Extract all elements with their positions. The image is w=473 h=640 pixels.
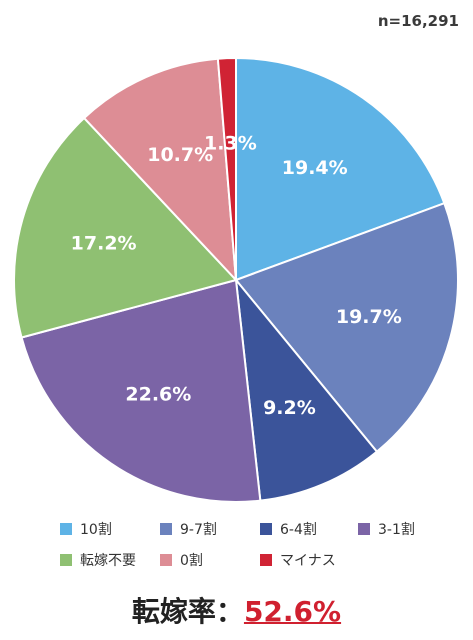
legend-swatch <box>60 523 72 535</box>
legend-label: 10割 <box>80 522 112 538</box>
legend-label: 6-4割 <box>280 522 317 538</box>
legend-row-1: 10割 9-7割 6-4割 3-1割 <box>60 518 460 540</box>
legend-swatch <box>160 523 172 535</box>
legend-label: 9-7割 <box>180 522 217 538</box>
legend-swatch <box>60 554 72 566</box>
legend-swatch <box>160 554 172 566</box>
data-label-6-4: 9.2% <box>263 397 316 419</box>
legend-item-10: 10割 <box>60 519 160 539</box>
legend-label: 転嫁不要 <box>80 553 136 569</box>
data-label-no-pass-through: 17.2% <box>71 232 137 254</box>
legend: 10割 9-7割 6-4割 3-1割 転嫁不要 0割 マイナス <box>60 518 460 580</box>
legend-item-3-1: 3-1割 <box>358 519 415 539</box>
legend-swatch <box>358 523 370 535</box>
pass-through-rate-label: 転嫁率： <box>131 595 244 628</box>
legend-item-0: 0割 <box>160 550 260 570</box>
pie-slice-3-1 <box>20 278 262 503</box>
pie-slice-0 <box>82 57 238 283</box>
pie-chart: 19.4% 19.7% 9.2% 22.6% 17.2% 10.7%1.3% <box>13 56 459 503</box>
sample-size-label: n=16,291 <box>377 12 459 30</box>
legend-item-9-7: 9-7割 <box>160 519 260 539</box>
pass-through-rate: 転嫁率：52.6% <box>0 590 473 630</box>
legend-label: マイナス <box>280 553 336 569</box>
data-label-minus: 1.3% <box>204 132 257 154</box>
legend-item-no-pass-through: 転嫁不要 <box>60 550 160 570</box>
data-label-3-1: 22.6% <box>125 384 191 406</box>
pie-slice-9-7 <box>234 201 459 454</box>
pie-slice-10 <box>235 56 446 282</box>
legend-item-minus: マイナス <box>260 550 358 570</box>
pie-slice-minus <box>216 56 237 281</box>
legend-swatch <box>260 554 272 566</box>
pie-slice-6-4 <box>234 276 379 502</box>
pass-through-rate-value: 52.6% <box>243 595 342 628</box>
legend-label: 3-1割 <box>378 522 415 538</box>
data-label-0: 10.7% <box>147 144 213 166</box>
data-label-9-7: 19.7% <box>336 306 402 328</box>
legend-item-6-4: 6-4割 <box>260 519 358 539</box>
legend-row-2: 転嫁不要 0割 マイナス <box>60 549 460 571</box>
pie-slice-no-pass-through <box>13 116 238 339</box>
legend-label: 0割 <box>180 553 203 569</box>
data-label-10: 19.4% <box>282 157 348 179</box>
legend-swatch <box>260 523 272 535</box>
